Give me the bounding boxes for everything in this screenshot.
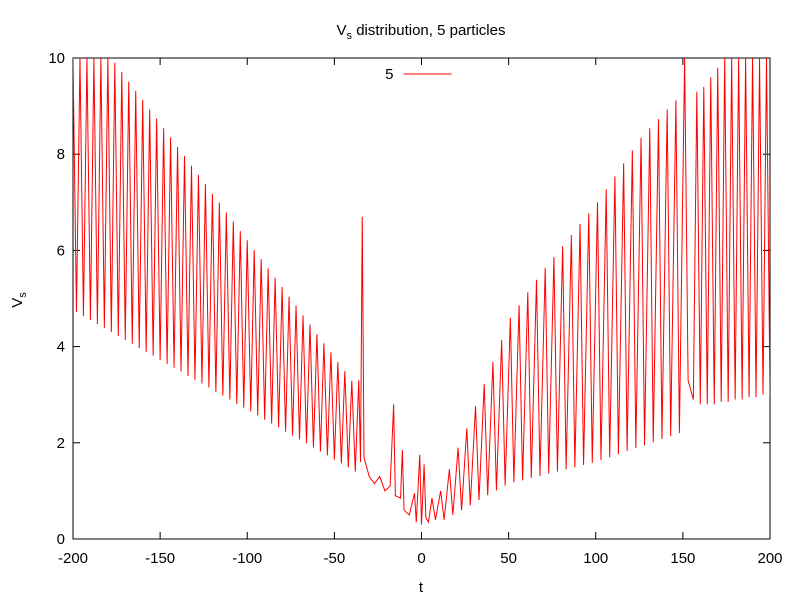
x-tick-label: 200 [757,550,782,567]
y-tick-label: 0 [57,531,65,548]
title-subscript: s [347,30,353,42]
y-tick-label: 6 [57,242,65,259]
y-tick-label: 4 [57,339,65,356]
y-tick-label: 2 [57,435,65,452]
y-tick-label: 8 [57,146,65,163]
y-tick-label: 10 [48,50,65,67]
ylabel-main: V [9,298,26,308]
x-tick-label: -150 [145,550,175,567]
x-tick-label: -50 [324,550,346,567]
x-axis-label: t [419,579,424,596]
y-axis-label: Vs [9,292,29,308]
x-tick-label: 0 [417,550,425,567]
title-rest: distribution, 5 particles [352,22,505,39]
plot-frame [72,57,771,540]
legend-label: 5 [385,66,393,83]
x-tick-label: 50 [500,550,517,567]
x-tick-label: 100 [583,550,608,567]
ylabel-subscript: s [17,292,29,298]
x-tick-label: -100 [232,550,262,567]
x-tick-label: -200 [58,550,88,567]
title-main: V [337,22,347,39]
data-line [73,58,770,525]
x-tick-label: 150 [670,550,695,567]
chart-title: Vs distribution, 5 particles [337,22,506,42]
